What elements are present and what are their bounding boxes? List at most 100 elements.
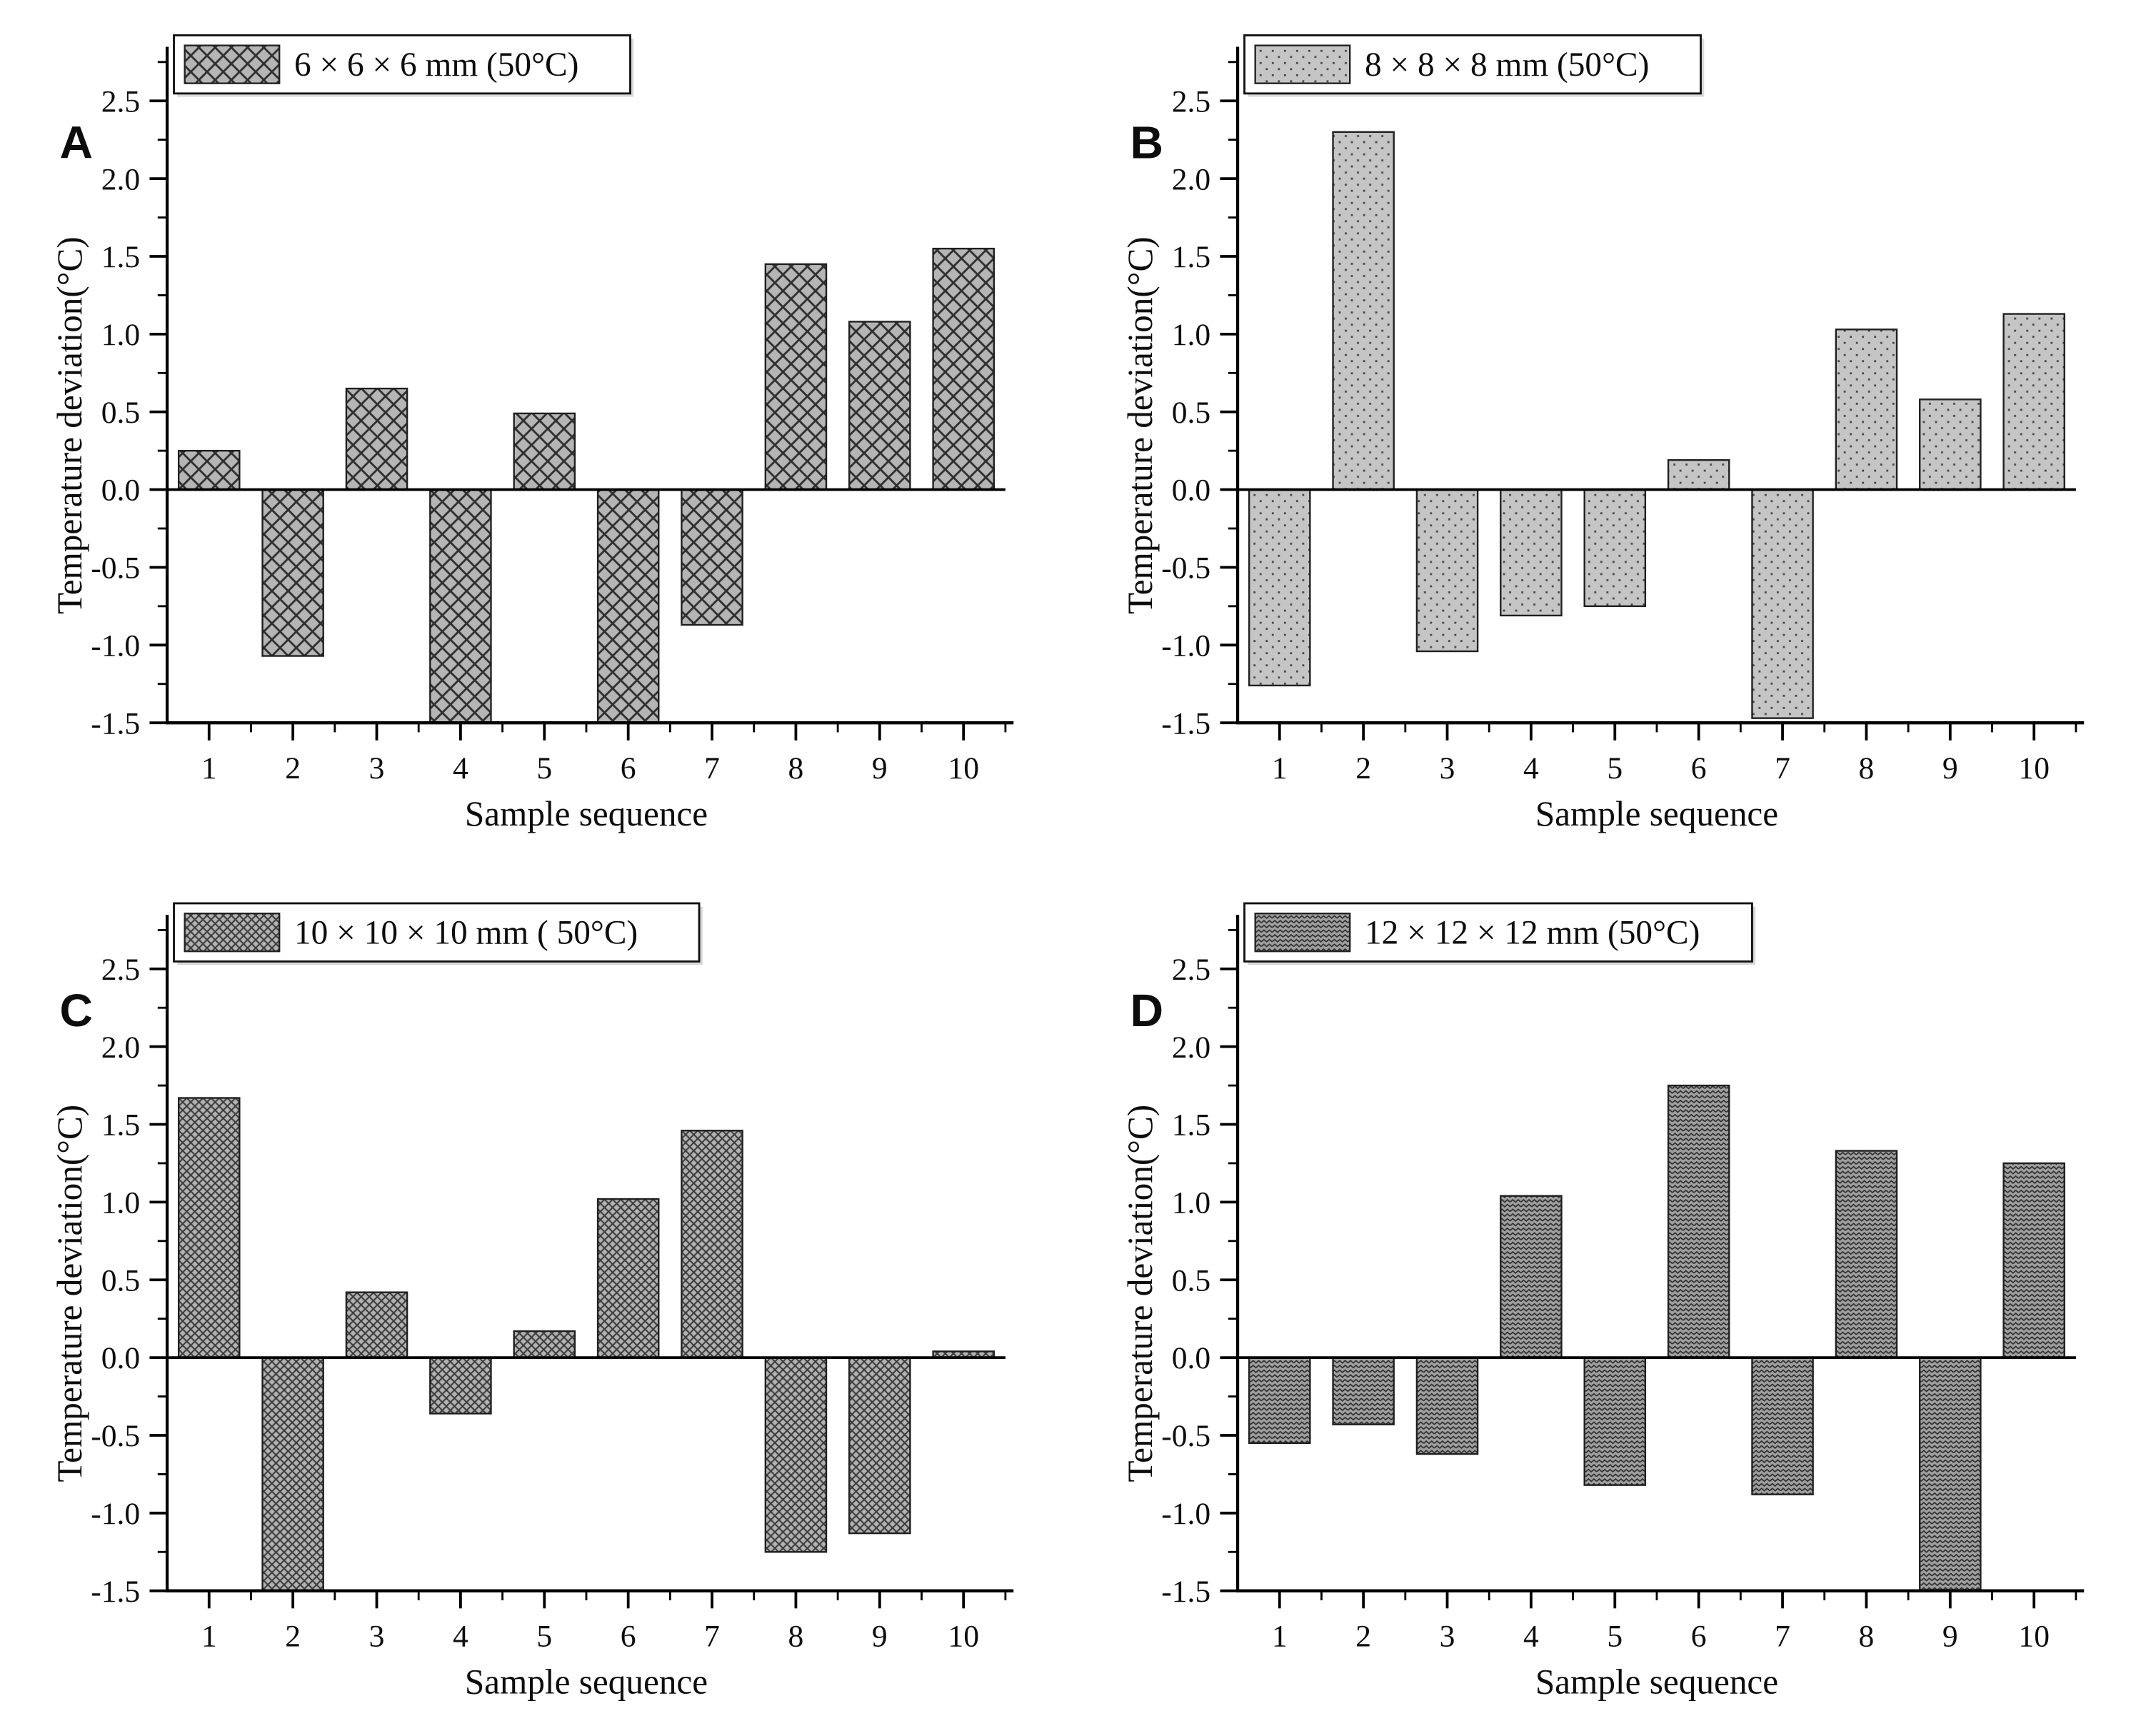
panel-letter: D (1130, 985, 1163, 1036)
bar-sample-7 (681, 1130, 743, 1359)
x-tick-label: 8 (1859, 1619, 1875, 1653)
bars-group (1248, 131, 2065, 719)
y-tick-label: -0.5 (1161, 1419, 1210, 1453)
legend-label: 8 × 8 × 8 mm (50°C) (1365, 46, 1649, 84)
x-tick-label: 1 (1272, 1619, 1288, 1653)
panel-a: -1.5 -1.0 -0.5 0.0 0.5 1.0 1.5 2.0 2.5 1 2 3 4 5 6 7 8 9 1… (29, 11, 1042, 856)
y-tick-label: 2.0 (1172, 1030, 1210, 1065)
bar-sample-2 (261, 1356, 324, 1592)
y-tick-label: -0.5 (1161, 551, 1210, 586)
y-tick-label: -0.5 (91, 551, 140, 586)
panel-c: -1.5 -1.0 -0.5 0.0 0.5 1.0 1.5 2.0 2.5 1 2 3 4 5 6 7 8 9 1… (29, 879, 1042, 1725)
y-tick-label: 0.5 (1172, 1263, 1210, 1298)
x-tick-label: 3 (1440, 751, 1455, 786)
x-tick-label: 7 (704, 1619, 720, 1653)
y-tick-label: 2.0 (101, 1030, 140, 1065)
y-tick-label: 2.5 (101, 953, 140, 987)
bar-sample-6 (1667, 459, 1730, 491)
y-tick-label: 2.0 (1172, 162, 1210, 196)
x-tick-label: 8 (788, 1619, 804, 1653)
bar-sample-8 (764, 1356, 828, 1553)
y-tick-label: -1.0 (1161, 628, 1210, 663)
panel-d: -1.5 -1.0 -0.5 0.0 0.5 1.0 1.5 2.0 2.5 1 2 3 4 5 6 7 8 9 1… (1099, 879, 2112, 1725)
x-tick-label: 2 (285, 1619, 301, 1653)
x-axis-title: Sample sequence (1535, 1662, 1778, 1702)
x-tick-label: 4 (1523, 751, 1539, 786)
bar-sample-6 (596, 1198, 660, 1359)
bar-sample-6 (1667, 1084, 1730, 1359)
bar-sample-7 (681, 488, 743, 626)
bar-sample-5 (1583, 488, 1647, 608)
y-tick-label: 1.5 (101, 1108, 140, 1143)
x-tick-label: 4 (1523, 1619, 1539, 1653)
x-tick-label: 10 (948, 751, 979, 786)
bar-sample-3 (1415, 1356, 1479, 1455)
x-axis-title: Sample sequence (465, 794, 708, 833)
y-tick-label: 0.0 (1172, 1341, 1210, 1375)
bar-sample-9 (1919, 398, 1982, 491)
y-tick-label: 1.0 (101, 318, 140, 352)
x-tick-label: 2 (285, 751, 301, 786)
x-tick-label: 10 (2018, 751, 2050, 786)
bar-sample-2 (1332, 131, 1395, 491)
y-tick-label: 1.0 (1172, 1186, 1210, 1220)
x-tick-label: 8 (788, 751, 804, 786)
legend-label: 12 × 12 × 12 mm (50°C) (1365, 915, 1700, 952)
bar-sample-6 (596, 488, 660, 724)
y-axis-title: Temperature deviation(°C) (50, 1105, 89, 1482)
x-tick-label: 3 (369, 751, 385, 786)
y-tick-label: 2.0 (101, 162, 140, 196)
y-tick-label: 1.5 (1172, 240, 1210, 274)
y-tick-label: 2.5 (1172, 953, 1210, 987)
y-tick-label: -1.0 (91, 1497, 140, 1531)
x-tick-label: 3 (1440, 1619, 1455, 1653)
y-axis-title: Temperature deviation(°C) (1120, 1105, 1160, 1482)
y-tick-label: -1.5 (1161, 1575, 1210, 1609)
x-tick-label: 2 (1355, 751, 1371, 786)
panel-b: -1.5 -1.0 -0.5 0.0 0.5 1.0 1.5 2.0 2.5 1 2 3 4 5 6 7 8 9 1… (1099, 11, 2112, 856)
bar-sample-3 (1415, 488, 1479, 653)
y-tick-label: 1.5 (1172, 1108, 1210, 1143)
legend-label: 10 × 10 × 10 mm ( 50°C) (294, 915, 638, 952)
bar-sample-3 (345, 1291, 408, 1359)
x-tick-label: 9 (1942, 1619, 1958, 1653)
bar-sample-3 (345, 387, 408, 491)
y-tick-label: 1.5 (101, 240, 140, 274)
bar-sample-4 (1500, 488, 1563, 617)
y-tick-label: 2.5 (101, 84, 140, 119)
x-tick-label: 7 (704, 751, 720, 786)
x-tick-label: 4 (453, 751, 468, 786)
legend: 8 × 8 × 8 mm (50°C) (1243, 34, 1705, 97)
y-tick-label: 0.5 (101, 1263, 140, 1298)
x-tick-label: 9 (872, 1619, 888, 1653)
x-tick-label: 1 (201, 1619, 217, 1653)
y-axis-title: Temperature deviation(°C) (1120, 236, 1160, 614)
x-tick-label: 6 (1691, 1619, 1707, 1653)
x-tick-label: 5 (536, 751, 552, 786)
x-tick-label: 9 (1942, 751, 1958, 786)
y-tick-label: 0.0 (101, 1341, 140, 1375)
x-tick-label: 8 (1859, 751, 1875, 786)
panel-letter: A (60, 117, 93, 169)
legend-swatch (1254, 44, 1351, 84)
panel-letter: B (1130, 117, 1163, 169)
x-tick-label: 4 (453, 1619, 468, 1653)
x-tick-label: 10 (2018, 1619, 2050, 1653)
legend-swatch (1254, 912, 1351, 953)
y-tick-label: -0.5 (91, 1419, 140, 1453)
x-tick-label: 7 (1775, 1619, 1790, 1653)
y-tick-label: -1.5 (1161, 706, 1210, 741)
y-tick-label: 1.0 (1172, 318, 1210, 352)
x-tick-label: 1 (1272, 751, 1288, 786)
bar-sample-8 (1835, 328, 1898, 491)
x-tick-label: 7 (1775, 751, 1790, 786)
bar-sample-1 (177, 449, 241, 491)
x-tick-label: 6 (621, 751, 636, 786)
bars-group (177, 247, 995, 724)
y-tick-label: 0.0 (1172, 473, 1210, 508)
x-axis-title: Sample sequence (1535, 794, 1778, 833)
x-tick-label: 6 (1691, 751, 1707, 786)
y-axis-title: Temperature deviation(°C) (50, 236, 89, 614)
bar-sample-5 (513, 1330, 576, 1359)
